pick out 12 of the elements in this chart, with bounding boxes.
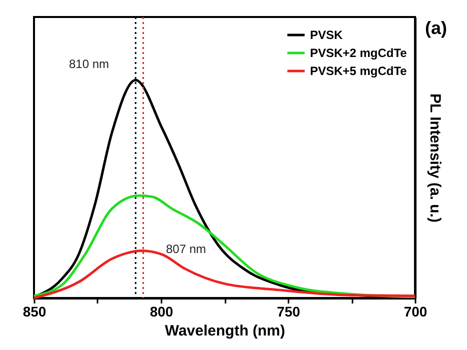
y-axis-title: PL Intensity (a. u.)	[426, 94, 444, 222]
x-axis-title: Wavelength (nm)	[164, 322, 286, 340]
legend-label: PVSK	[310, 28, 344, 42]
x-tick-label: 850	[22, 304, 46, 320]
legend-label: PVSK+2 mgCdTe	[310, 46, 408, 60]
x-tick-label: 750	[276, 304, 300, 320]
text: (a)	[425, 18, 448, 38]
x-tick-label: 800	[150, 304, 174, 320]
text: 810 nm	[68, 57, 110, 71]
annotation: 807 nm	[166, 242, 206, 256]
legend-label: PVSK+5 mgCdTe	[310, 64, 408, 78]
x-tick-label: 700	[404, 304, 428, 320]
